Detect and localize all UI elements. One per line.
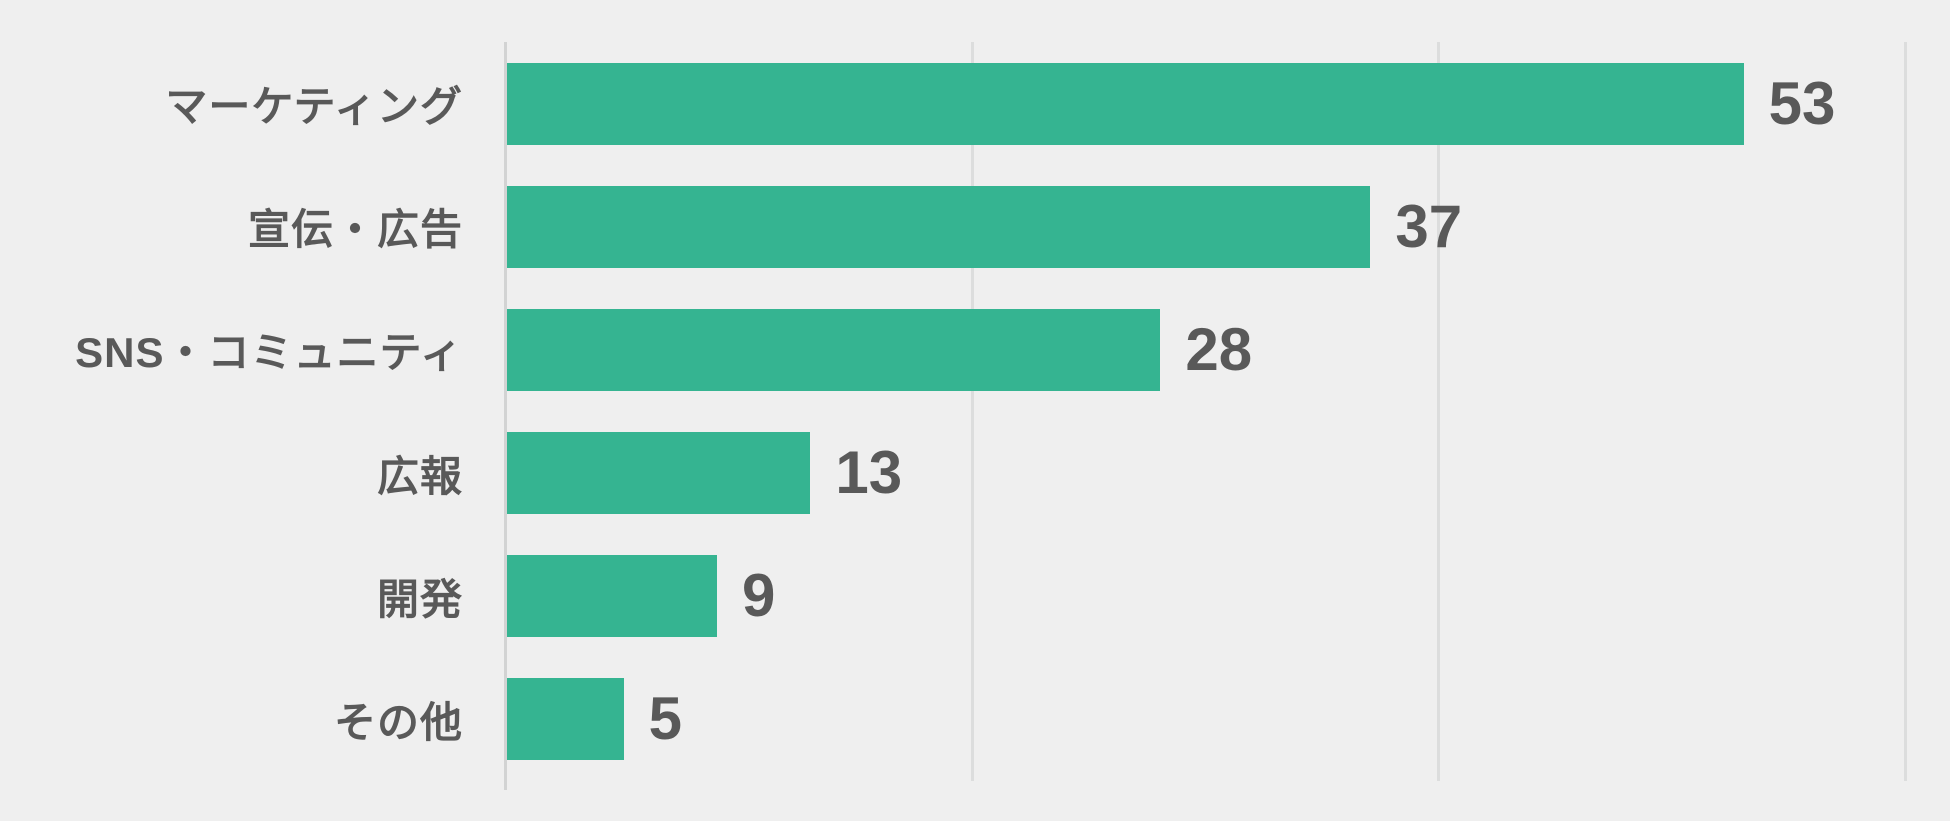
value-label: 28 xyxy=(1185,315,1253,383)
value-label: 9 xyxy=(742,562,776,630)
value-label: 53 xyxy=(1768,69,1836,137)
bar xyxy=(507,678,624,761)
bar-area: 9 xyxy=(505,535,1906,658)
bar xyxy=(507,432,811,515)
chart-row: マーケティング 53 xyxy=(0,42,1950,165)
bar xyxy=(507,185,1371,268)
category-label: 開発 xyxy=(376,575,463,623)
category-label: SNS・コミュニティ xyxy=(75,329,463,377)
chart-row: その他 5 xyxy=(0,658,1950,781)
value-label: 37 xyxy=(1395,192,1463,260)
bar-area: 37 xyxy=(505,165,1906,288)
chart-row: 開発 9 xyxy=(0,535,1950,658)
bar-area: 13 xyxy=(505,412,1906,535)
category-label: 宣伝・広告 xyxy=(247,206,463,254)
bar-area: 53 xyxy=(505,42,1906,165)
bar-area: 5 xyxy=(505,658,1906,781)
chart-row: SNS・コミュニティ 28 xyxy=(0,288,1950,411)
bar xyxy=(507,62,1744,145)
value-label: 5 xyxy=(648,685,683,753)
bar-area: 28 xyxy=(505,288,1906,411)
category-label: マーケティング xyxy=(165,83,463,131)
category-label: 広報 xyxy=(376,452,463,500)
chart-rows: マーケティング 53 宣伝・広告 37 SNS・コミュニティ 28 広報 xyxy=(0,42,1950,781)
chart-row: 広報 13 xyxy=(0,412,1950,535)
chart-row: 宣伝・広告 37 xyxy=(0,165,1950,288)
bar xyxy=(507,308,1161,391)
category-label: その他 xyxy=(333,698,463,746)
bar xyxy=(507,555,717,638)
value-label: 13 xyxy=(835,439,903,507)
